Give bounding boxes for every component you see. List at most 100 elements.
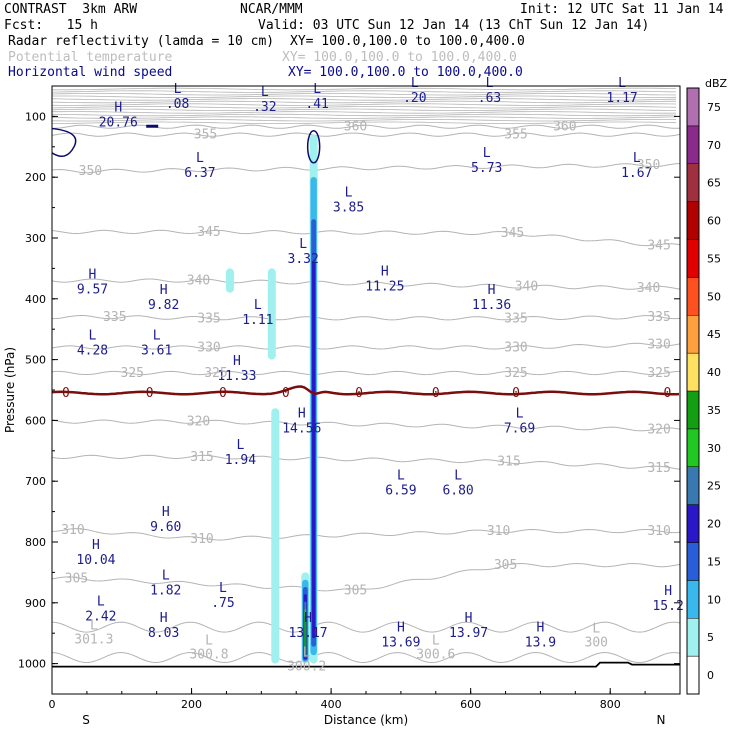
colorbar-label: 20 bbox=[707, 518, 721, 531]
freezing-level: 0 0 0 0 0 0 0 0 bbox=[51, 385, 680, 668]
wind-extremum-value: 4.28 bbox=[77, 343, 108, 358]
x-tick-label: 200 bbox=[181, 698, 202, 711]
theta-label: 305 bbox=[344, 584, 367, 599]
theta-extremum-letter: L bbox=[90, 618, 98, 633]
theta-label: 350 bbox=[637, 158, 660, 173]
wind-extremum-letter: L bbox=[254, 298, 262, 313]
north-label: N bbox=[657, 713, 666, 727]
valid-time: Valid: 03 UTC Sun 12 Jan 14 (13 ChT Sun … bbox=[258, 18, 650, 33]
theta-label: 340 bbox=[515, 280, 538, 295]
y-tick-label: 800 bbox=[25, 536, 46, 549]
theta-line-strat bbox=[52, 87, 677, 91]
wind-extremum-letter: L bbox=[411, 76, 419, 91]
theta-label: 310 bbox=[647, 524, 670, 539]
wind-extremum-letter: H bbox=[397, 620, 405, 635]
wind-extremum-letter: H bbox=[114, 100, 122, 115]
wind-extremum-value: 20.76 bbox=[99, 115, 138, 130]
wind-extremum-value: 11.25 bbox=[365, 280, 404, 295]
colorbar-label: 30 bbox=[707, 442, 721, 455]
colorbar-label: 15 bbox=[707, 555, 721, 568]
wind-extremum-value: .63 bbox=[478, 91, 501, 106]
colorbar-swatch bbox=[686, 201, 700, 240]
wind-extrema: L.08L.32L.41L.20L.63L1.17H20.76L6.37L5.7… bbox=[76, 76, 683, 650]
theta-label: 345 bbox=[197, 225, 220, 240]
theta-line-strat bbox=[51, 116, 677, 119]
colorbar-label: 60 bbox=[707, 215, 721, 228]
y-tick-label: 700 bbox=[25, 475, 46, 488]
theta-line-335 bbox=[51, 315, 681, 321]
theta-label: 335 bbox=[197, 311, 220, 326]
wind-extremum-letter: H bbox=[162, 505, 170, 520]
freezing-level-label: 0 bbox=[282, 386, 290, 401]
theta-line-310 bbox=[51, 528, 681, 541]
wind-extremum-value: 13.17 bbox=[289, 626, 328, 641]
theta-line-strat bbox=[52, 111, 677, 114]
colorbar-swatch bbox=[686, 655, 700, 695]
theta-line-355 bbox=[51, 132, 681, 137]
wind-extremum-letter: H bbox=[465, 611, 473, 626]
wind-extremum-letter: H bbox=[537, 620, 545, 635]
y-tick-label: 500 bbox=[25, 354, 46, 367]
colorbar-label: 45 bbox=[707, 328, 721, 341]
theta-label: 315 bbox=[190, 450, 213, 465]
theta-extremum-value: 300.8 bbox=[189, 647, 228, 662]
theta-label: 325 bbox=[121, 366, 144, 381]
colorbar-label: 25 bbox=[707, 480, 721, 493]
colorbar-swatch bbox=[686, 87, 700, 127]
theta-label: 355 bbox=[194, 128, 217, 143]
wind-extremum-letter: L bbox=[174, 82, 182, 97]
theta-line-300a bbox=[51, 621, 681, 633]
x-axis-label: Distance (km) bbox=[324, 713, 408, 727]
field-reflectivity-xy: XY= 100.0,100.0 to 100.0,400.0 bbox=[290, 34, 525, 49]
wind-extremum-letter: H bbox=[89, 268, 97, 283]
wind-extremum-letter: H bbox=[298, 406, 306, 421]
theta-extremum-value: 301.3 bbox=[74, 632, 113, 647]
colorbar: 0 5 10 15 20 25 30 35 40 45 50 55 60 65 70 75 dBZ bbox=[686, 77, 728, 695]
theta-label: 325 bbox=[204, 366, 227, 381]
colorbar-swatch bbox=[686, 390, 700, 430]
wind-extremum-value: .32 bbox=[253, 100, 276, 115]
freezing-level-label: 0 bbox=[146, 386, 154, 401]
theta-extremum-letter: L bbox=[592, 621, 600, 636]
wind-extremum-value: .20 bbox=[403, 91, 426, 106]
model-title: CONTRAST 3km ARW bbox=[4, 2, 138, 17]
wind-extremum-letter: H bbox=[381, 265, 389, 280]
colorbar-swatch bbox=[686, 504, 700, 543]
wind-extremum-letter: L bbox=[219, 581, 227, 596]
freezing-level-label: 0 bbox=[62, 386, 70, 401]
theta-line-345 bbox=[51, 229, 681, 247]
colorbar-swatch bbox=[686, 466, 700, 505]
freezing-level-label: 0 bbox=[664, 386, 672, 401]
reflectivity-cell-3 bbox=[271, 408, 280, 664]
theta-label: 345 bbox=[647, 238, 670, 253]
wind-extremum-letter: H bbox=[664, 584, 672, 599]
theta-line-strat bbox=[51, 121, 677, 124]
y-tick-label: 100 bbox=[25, 110, 46, 123]
reflectivity-cell-0 bbox=[312, 261, 316, 639]
colorbar-swatch bbox=[686, 542, 700, 581]
theta-extremum-letter: L bbox=[432, 633, 440, 648]
freezing-level-line bbox=[51, 385, 680, 396]
wind-extremum-letter: H bbox=[233, 354, 241, 369]
theta-labels: 355 355 350 350 345 345 345 340 340 340 335 335 335 3… bbox=[61, 120, 671, 675]
wind-extremum-letter: L bbox=[397, 468, 405, 483]
theta-label: 360 bbox=[344, 120, 367, 135]
theta-label: 355 bbox=[504, 128, 527, 143]
wind-extremum-value: 5.73 bbox=[471, 161, 502, 176]
y-axis-label: Pressure (hPa) bbox=[3, 347, 17, 433]
wind-extremum-value: 13.9 bbox=[525, 635, 556, 650]
wind-extremum-value: 1.11 bbox=[242, 313, 273, 328]
theta-extremum-letter: L bbox=[205, 633, 213, 648]
y-tick-label: 400 bbox=[25, 293, 46, 306]
reflectivity-cell-1 bbox=[304, 616, 307, 655]
wind-extremum-value: 13.69 bbox=[381, 635, 420, 650]
wind-extremum-value: 14.56 bbox=[282, 421, 321, 436]
wind-extremum-letter: L bbox=[196, 151, 204, 166]
wind-extremum-value: .08 bbox=[166, 97, 189, 112]
field-wind-xy: XY= 100.0,100.0 to 100.0,400.0 bbox=[288, 65, 523, 80]
wind-extremum-value: 10.04 bbox=[76, 553, 115, 568]
colorbar-swatch bbox=[686, 352, 700, 392]
wind-extremum-value: 2.42 bbox=[85, 610, 116, 625]
theta-line-strat bbox=[51, 113, 677, 117]
theta-line-strat bbox=[51, 103, 677, 106]
